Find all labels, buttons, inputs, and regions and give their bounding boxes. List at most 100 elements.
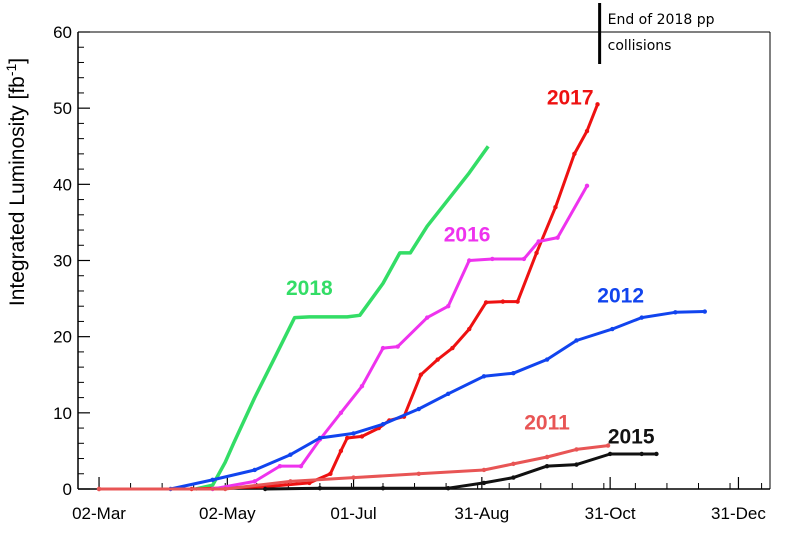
data-point xyxy=(418,372,424,377)
data-point xyxy=(328,471,333,476)
data-point xyxy=(553,204,558,210)
data-point xyxy=(481,480,487,486)
data-point xyxy=(380,345,386,351)
annotation-text-line2: collisions xyxy=(608,38,672,54)
series-line-2018 xyxy=(195,145,490,491)
data-point xyxy=(338,448,344,454)
series-line-2016 xyxy=(212,185,589,491)
data-point xyxy=(574,462,579,467)
data-point xyxy=(481,374,487,379)
data-point xyxy=(288,479,293,484)
data-point xyxy=(511,371,516,376)
series-layer: 2018 2017 2016 2012 2011 2015 xyxy=(96,86,707,492)
data-point xyxy=(639,315,644,320)
data-point xyxy=(467,326,472,332)
data-point xyxy=(555,235,560,240)
data-point xyxy=(584,183,590,189)
data-point xyxy=(317,435,323,441)
data-point xyxy=(380,422,386,427)
data-point xyxy=(223,486,228,492)
annotation-text-line1: End of 2018 pp xyxy=(608,12,715,28)
data-point xyxy=(424,315,430,320)
data-point xyxy=(351,475,356,480)
x-ticks: 02-Mar 02-May 01-Jul 31-Aug 31-Oct 31-Dec xyxy=(72,477,766,523)
series-label-2012: 2012 xyxy=(597,284,644,307)
data-point xyxy=(639,451,644,457)
y-tick-label: 60 xyxy=(53,23,72,42)
data-point xyxy=(380,486,386,491)
data-point xyxy=(595,102,600,107)
data-point xyxy=(277,463,283,469)
series-2018: 2018 xyxy=(195,145,490,491)
data-point xyxy=(483,300,489,305)
series-label-2015: 2015 xyxy=(608,425,655,448)
x-tick-label: 01-Jul xyxy=(330,504,376,523)
data-point xyxy=(467,258,472,263)
data-point xyxy=(359,383,365,389)
data-point xyxy=(288,452,293,457)
data-point xyxy=(262,486,268,492)
y-tick-label: 30 xyxy=(53,252,72,271)
x-tick-label: 31-Aug xyxy=(454,504,509,523)
series-2016: 2016 xyxy=(210,183,590,492)
x-tick-label: 31-Oct xyxy=(585,504,636,523)
y-tick-label: 10 xyxy=(53,404,72,423)
data-point xyxy=(544,357,550,362)
data-point xyxy=(536,239,541,244)
data-point xyxy=(610,326,615,332)
plot-frame xyxy=(77,31,771,490)
data-point xyxy=(359,434,365,439)
y-tick-label: 40 xyxy=(53,175,72,194)
data-point xyxy=(515,299,520,304)
data-point xyxy=(345,435,350,441)
series-2011: 2011 xyxy=(96,412,611,492)
annotation: End of 2018 pp collisions xyxy=(598,3,715,64)
x-tick-label: 02-May xyxy=(199,504,256,523)
y-ticks: 0 10 20 30 40 50 60 xyxy=(53,23,90,499)
data-point xyxy=(574,447,579,452)
series-2015: 2015 xyxy=(262,425,659,492)
data-point xyxy=(673,310,678,315)
y-axis-label-text: Integrated Luminosity [fb xyxy=(6,76,29,306)
data-point xyxy=(351,431,356,436)
data-point xyxy=(607,451,613,457)
x-tick-label: 02-Mar xyxy=(72,504,126,523)
series-label-2018: 2018 xyxy=(286,277,333,300)
data-point xyxy=(445,304,451,309)
series-label-2017: 2017 xyxy=(547,86,594,109)
x-tick-label: 31-Dec xyxy=(711,504,766,523)
y-axis-label-close: ] xyxy=(6,58,29,64)
y-axis-label-sup: -1 xyxy=(3,64,19,77)
data-point xyxy=(435,357,440,362)
data-point xyxy=(96,486,102,492)
data-point xyxy=(584,128,590,134)
data-point xyxy=(210,477,215,483)
y-tick-label: 20 xyxy=(53,328,72,347)
data-point xyxy=(521,256,527,262)
data-point xyxy=(654,451,659,457)
data-point xyxy=(416,471,421,476)
data-point xyxy=(605,443,611,448)
y-tick-label: 0 xyxy=(63,480,72,499)
data-point xyxy=(574,338,579,343)
data-point xyxy=(252,479,257,484)
series-label-2011: 2011 xyxy=(524,412,570,435)
data-point xyxy=(252,467,257,473)
data-point xyxy=(544,454,550,460)
data-point xyxy=(395,344,400,349)
data-point xyxy=(490,256,495,262)
data-point xyxy=(450,345,455,351)
data-point xyxy=(317,486,323,491)
data-point xyxy=(298,463,304,469)
data-point xyxy=(544,463,550,469)
data-point xyxy=(702,309,707,314)
data-point xyxy=(572,151,577,157)
series-2017: 2017 xyxy=(96,86,600,492)
data-point xyxy=(445,391,451,396)
y-tick-label: 50 xyxy=(53,99,72,118)
series-line-2011 xyxy=(99,444,609,491)
series-line-2012 xyxy=(170,310,705,491)
series-2012: 2012 xyxy=(168,284,707,492)
data-point xyxy=(500,299,506,304)
